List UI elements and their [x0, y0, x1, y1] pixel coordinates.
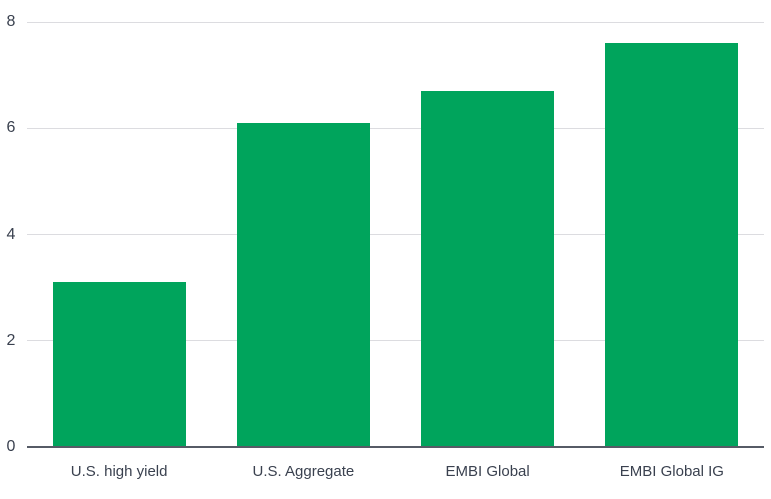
x-axis-line — [27, 446, 764, 448]
y-axis-tick-label: 6 — [6, 119, 16, 137]
gridline-y-6 — [27, 127, 764, 129]
y-axis-tick-label: 4 — [6, 225, 16, 243]
bar-embi-global — [421, 91, 555, 447]
gridline-y-8 — [27, 21, 764, 23]
y-axis-tick-label: 8 — [6, 13, 16, 30]
bar-u-s-high-yield — [52, 282, 186, 447]
y-axis-tick-label: 0 — [6, 438, 16, 455]
gridline-y-4 — [27, 234, 764, 235]
gridline-y-2 — [27, 340, 764, 342]
bar-embi-global-ig — [605, 43, 739, 447]
x-axis-category-label: EMBI Global IG — [619, 463, 724, 480]
bar-u-s-aggregate — [236, 122, 370, 447]
x-axis-category-label: U.S. high yield — [70, 463, 168, 480]
y-axis-tick-label: 2 — [6, 331, 16, 349]
x-axis-category-label: EMBI Global — [445, 463, 530, 480]
x-axis-category-label: U.S. Aggregate — [252, 463, 355, 480]
